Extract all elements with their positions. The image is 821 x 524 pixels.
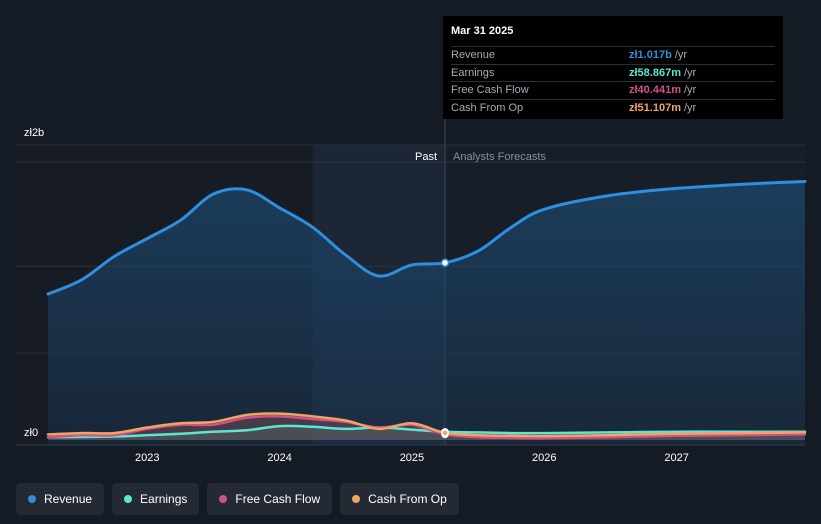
x-tick-label: 2027 [664, 452, 688, 464]
legend-dot-icon [124, 495, 133, 503]
y-axis-bottom-label: zł0 [24, 427, 38, 439]
y-axis-top-label: zł2b [24, 127, 44, 139]
tooltip-label: Revenue [451, 49, 496, 61]
legend-item-earnings[interactable]: Earnings [112, 483, 200, 515]
legend-dot-icon [28, 495, 36, 503]
legend: Revenue Earnings Free Cash Flow Cash Fro… [16, 483, 459, 515]
x-tick-label: 2025 [400, 452, 424, 464]
tooltip-row-earnings: Earnings zł58.867m /yr [451, 63, 775, 82]
tooltip-value: zł51.107m [629, 101, 681, 114]
series-line-cash-from-op [46, 412, 807, 438]
tooltip-label: Earnings [451, 66, 495, 79]
tooltip-label: Free Cash Flow [451, 84, 529, 96]
series-area-free-cash-flow [48, 416, 805, 440]
legend-label: Earnings [140, 492, 188, 506]
series-marker-cash-from-op [441, 429, 449, 437]
tooltip-value: zł1.017b [629, 49, 672, 61]
legend-label: Cash From Op [368, 492, 447, 506]
series-area-revenue [48, 181, 805, 445]
legend-item-free-cash-flow[interactable]: Free Cash Flow [207, 483, 333, 515]
x-tick-label: 2023 [135, 452, 159, 464]
series-line-revenue [46, 180, 807, 296]
legend-label: Free Cash Flow [235, 492, 321, 506]
chart-area: zł2b zł0 Past Analysts Forecasts 2023 2024 202… [16, 93, 807, 464]
legend-item-revenue[interactable]: Revenue [16, 483, 105, 515]
legend-dot-icon [219, 495, 228, 503]
tooltip-unit: /yr [674, 49, 688, 61]
legend-dot-icon [352, 495, 361, 503]
legend-label: Revenue [44, 492, 93, 506]
tooltip-row-revenue: Revenue zł1.017b /yr [451, 46, 775, 64]
tooltip-value: zł40.441m [629, 84, 681, 96]
tooltip-date: Mar 31 2025 [451, 25, 514, 37]
tooltip-unit: /yr [683, 66, 697, 79]
legend-item-cash-from-op[interactable]: Cash From Op [340, 483, 459, 515]
tooltip-value: zł58.867m [629, 66, 681, 79]
tooltip-unit: /yr [683, 101, 697, 114]
tooltip-label: Cash From Op [451, 101, 524, 114]
tooltip-row-cash-from-op: Cash From Op zł51.107m /yr [451, 98, 775, 117]
tooltip: Mar 31 2025 Revenue zł1.017b /yr Earning… [443, 16, 783, 119]
forecast-label: Analysts Forecasts [453, 151, 546, 163]
series-marker-revenue [440, 258, 450, 268]
x-tick-label: 2024 [267, 452, 291, 464]
x-tick-label: 2026 [532, 452, 556, 464]
tooltip-unit: /yr [683, 84, 697, 96]
past-label: Past [415, 151, 437, 163]
tooltip-row-free-cash-flow: Free Cash Flow zł40.441m /yr [451, 81, 775, 99]
